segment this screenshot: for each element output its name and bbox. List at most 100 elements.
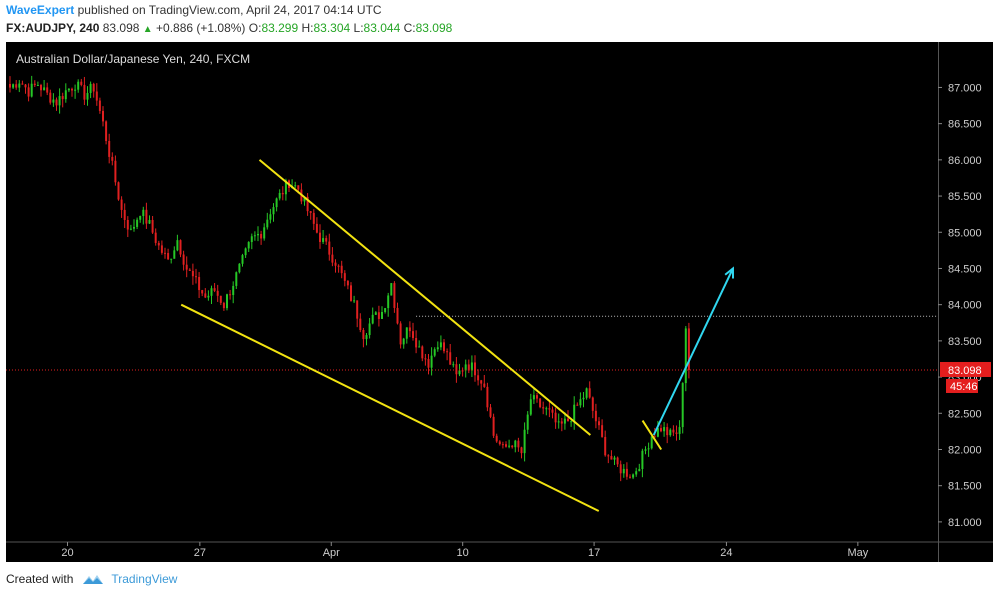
candle-body [142, 209, 145, 217]
y-tick-label: 84.000 [948, 300, 982, 312]
candle-body [390, 283, 393, 296]
ohlc-bar: FX:AUDJPY, 240 83.098 ▲ +0.886 (+1.08%) … [6, 21, 452, 35]
candle-body [86, 92, 89, 100]
candle-body [669, 429, 672, 436]
candle-body [660, 428, 662, 432]
candle-body [356, 300, 359, 319]
candle-body [480, 380, 483, 384]
candle-body [241, 255, 244, 264]
projection-arrow-head [724, 266, 735, 279]
chart-area[interactable]: 81.000 81.500 82.000 82.500 83.000 83.500 84.0… [6, 42, 993, 562]
candle-body [415, 338, 418, 348]
projection-arrow-line [652, 268, 734, 436]
candle-body [405, 327, 408, 339]
candle-body [439, 342, 442, 348]
candle-body [145, 209, 148, 224]
candle-body [477, 375, 480, 381]
high-value: 83.304 [313, 21, 351, 35]
candle-body [545, 408, 548, 410]
candle-body [402, 338, 405, 345]
candle-body [284, 180, 287, 195]
candle-body [412, 331, 414, 339]
candle-body [492, 416, 495, 436]
candle-body [678, 427, 681, 434]
candle-body [563, 418, 566, 424]
candle-body [52, 99, 55, 103]
candle-body [337, 265, 340, 267]
candle-body [263, 227, 266, 239]
y-tick-label: 81.500 [948, 481, 982, 493]
candle-body [139, 216, 142, 220]
candle-body [672, 429, 675, 433]
candle-body [266, 219, 269, 228]
candle-body [675, 432, 678, 434]
candle-body [40, 84, 42, 91]
candle-body [98, 100, 101, 111]
candle-body [160, 245, 163, 253]
candle-body [495, 435, 498, 442]
candle-body [458, 370, 461, 375]
candle-body [95, 91, 98, 101]
candle-body [436, 347, 439, 350]
channel-lower-line [180, 303, 600, 512]
candle-body [281, 192, 284, 195]
candle-body [517, 440, 520, 448]
candle-body [21, 83, 24, 85]
candle-body [638, 468, 641, 472]
candle-body [173, 250, 176, 259]
candle-body [170, 258, 173, 260]
candle-body [151, 220, 154, 233]
x-tick-label: 10 [457, 547, 469, 559]
breakout-flag-line [641, 419, 663, 451]
candle-body [576, 404, 579, 406]
candle-body [213, 288, 216, 291]
candle-body [579, 399, 582, 406]
candle-body [89, 83, 92, 93]
candle-body [526, 414, 529, 430]
y-tick-label: 85.000 [948, 227, 982, 239]
channel-upper-line [258, 159, 592, 436]
candle-body [322, 238, 325, 242]
candle-body [470, 362, 473, 371]
candle-body [74, 89, 77, 91]
close-value: 83.098 [415, 21, 453, 35]
candle-body [467, 364, 470, 371]
candle-body [117, 182, 120, 200]
candle-body [570, 421, 573, 423]
candle-body [353, 300, 356, 302]
author-link[interactable]: WaveExpert [6, 3, 75, 17]
candle-body [594, 410, 597, 422]
created-with-label: Created with [6, 572, 74, 586]
candle-body [294, 185, 297, 187]
candle-body [340, 265, 343, 274]
candle-body [148, 220, 151, 224]
candle-body [201, 290, 204, 294]
candle-body [377, 312, 380, 319]
y-tick-label: 87.000 [948, 82, 982, 94]
price-chart[interactable]: 81.00081.50082.00082.50083.00083.50084.0… [6, 42, 993, 562]
tradingview-link[interactable]: TradingView [111, 572, 178, 586]
candle-body [508, 445, 511, 447]
candle-body [9, 83, 11, 88]
candle-body [309, 211, 312, 213]
candle-body [92, 83, 95, 92]
candle-body [666, 427, 669, 436]
candle-body [505, 444, 507, 447]
candle-body [83, 84, 86, 100]
candle-body [247, 242, 250, 249]
candle-body [312, 212, 315, 224]
candle-body [325, 238, 328, 242]
y-tick-label: 85.500 [948, 191, 982, 203]
y-tick-label: 82.500 [948, 408, 982, 420]
candle-body [15, 84, 18, 88]
candle-body [77, 81, 80, 90]
candle-body [656, 428, 659, 437]
candle-body [536, 395, 538, 399]
last-price-tag-label: 83.098 [948, 365, 982, 377]
candle-body [306, 196, 309, 212]
high-label: H: [301, 21, 314, 35]
chart-title: Australian Dollar/Japanese Yen, 240, FXC… [16, 52, 251, 66]
candle-body [446, 351, 449, 353]
y-tick-label: 84.500 [948, 263, 982, 275]
candle-body [514, 440, 517, 448]
